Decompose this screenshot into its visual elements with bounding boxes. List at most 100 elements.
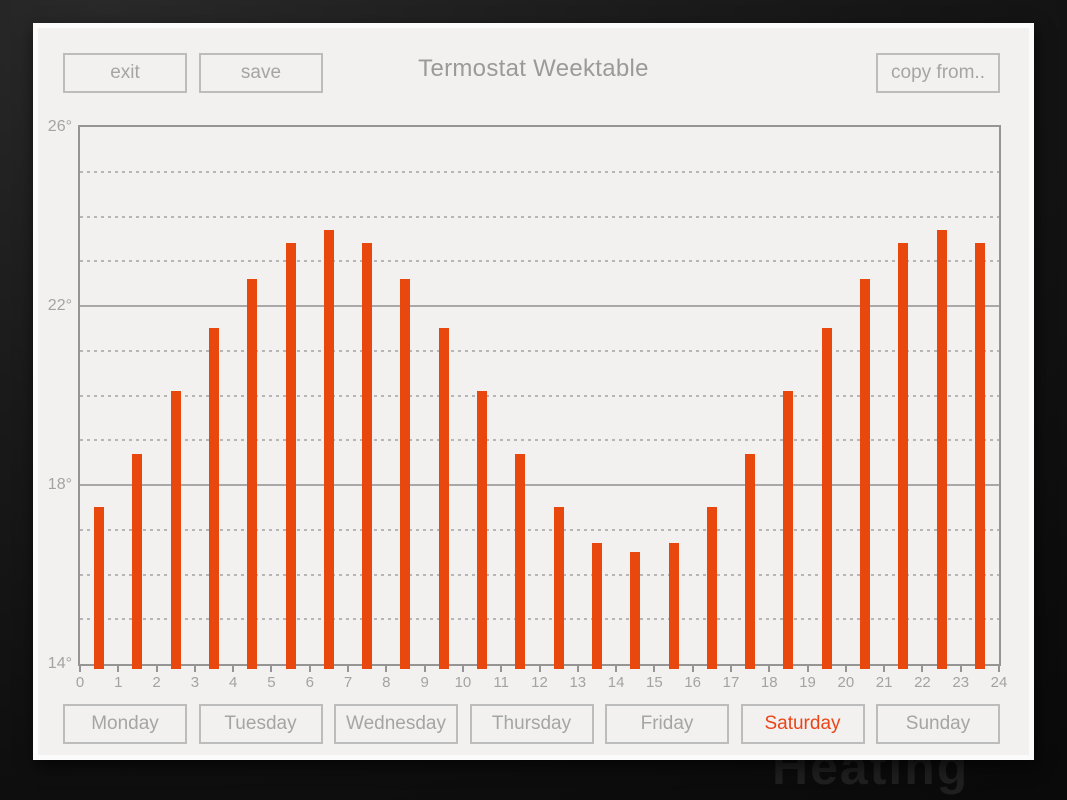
thermostat-weektable-window: exit save Termostat Weektable copy from.… bbox=[33, 23, 1034, 760]
day-tab-sunday[interactable]: Sunday bbox=[876, 704, 1000, 744]
temp-bar-hour-20[interactable] bbox=[859, 279, 870, 669]
x-axis-tick-20 bbox=[844, 666, 847, 672]
x-axis-label-22: 22 bbox=[914, 674, 931, 691]
x-axis-tick-1 bbox=[117, 666, 120, 672]
day-tabs: Monday Tuesday Wednesday Thursday Friday Satu… bbox=[63, 704, 1000, 744]
y-axis-label-22: 22° bbox=[47, 297, 72, 314]
temp-bar-hour-4[interactable] bbox=[247, 279, 258, 669]
x-axis-label-11: 11 bbox=[493, 674, 509, 691]
gridline-dashed-23 bbox=[80, 260, 999, 263]
x-axis-label-2: 2 bbox=[152, 674, 161, 691]
x-axis-tick-13 bbox=[576, 666, 579, 672]
day-tab-thursday[interactable]: Thursday bbox=[469, 704, 594, 744]
temp-bar-hour-22[interactable] bbox=[936, 229, 947, 669]
temp-bar-hour-23[interactable] bbox=[974, 243, 985, 669]
x-axis-label-19: 19 bbox=[799, 674, 816, 691]
x-axis-label-6: 6 bbox=[305, 674, 314, 691]
gridline-dashed-17 bbox=[80, 528, 999, 531]
x-axis-tick-4 bbox=[232, 666, 235, 672]
gridline-dashed-24 bbox=[80, 215, 999, 218]
gridline-dashed-25 bbox=[80, 170, 999, 173]
temp-bar-hour-18[interactable] bbox=[783, 391, 794, 669]
x-axis-label-23: 23 bbox=[952, 674, 970, 691]
x-axis-label-15: 15 bbox=[646, 674, 663, 691]
day-tab-monday[interactable]: Monday bbox=[63, 704, 187, 744]
x-axis-tick-2 bbox=[155, 666, 158, 672]
x-axis-tick-22 bbox=[921, 666, 924, 672]
x-axis-label-0: 0 bbox=[75, 674, 85, 691]
x-axis-tick-18 bbox=[768, 666, 771, 672]
y-axis-label-26: 26° bbox=[47, 118, 72, 135]
x-axis-label-18: 18 bbox=[760, 674, 778, 691]
x-axis-tick-7 bbox=[347, 666, 350, 672]
save-button[interactable]: save bbox=[199, 53, 323, 93]
x-axis-tick-0 bbox=[79, 666, 81, 672]
temp-bar-hour-0[interactable] bbox=[94, 507, 105, 669]
gridline-dashed-15 bbox=[80, 618, 999, 621]
x-axis-tick-3 bbox=[193, 666, 196, 672]
temp-bar-hour-13[interactable] bbox=[591, 543, 602, 669]
chart-plot-area bbox=[78, 125, 1001, 669]
temp-bar-hour-17[interactable] bbox=[745, 453, 756, 669]
temp-bar-hour-21[interactable] bbox=[898, 243, 909, 669]
x-axis-tick-10 bbox=[461, 666, 464, 672]
copy-from-button[interactable]: copy from.. bbox=[876, 53, 1000, 93]
temp-bar-hour-1[interactable] bbox=[132, 453, 143, 669]
day-tab-wednesday[interactable]: Wednesday bbox=[334, 704, 458, 744]
x-axis-label-3: 3 bbox=[190, 674, 200, 691]
temp-bar-hour-2[interactable] bbox=[170, 391, 181, 669]
x-axis-label-12: 12 bbox=[531, 674, 548, 691]
x-axis-tick-21 bbox=[883, 666, 886, 672]
day-tab-friday[interactable]: Friday bbox=[605, 704, 729, 744]
x-axis-label-14: 14 bbox=[607, 674, 625, 691]
x-axis-label-5: 5 bbox=[267, 674, 276, 691]
x-axis-tick-5 bbox=[270, 666, 273, 672]
x-axis-tick-8 bbox=[385, 666, 388, 672]
x-axis-tick-23 bbox=[959, 666, 962, 672]
gridline-solid-18 bbox=[80, 484, 999, 486]
day-tab-tuesday[interactable]: Tuesday bbox=[198, 704, 323, 744]
x-axis-label-8: 8 bbox=[382, 674, 391, 691]
x-axis-tick-24 bbox=[998, 666, 1000, 672]
x-axis-label-1: 1 bbox=[114, 674, 123, 691]
day-tab-saturday[interactable]: Saturday bbox=[740, 704, 865, 744]
temp-bar-hour-3[interactable] bbox=[209, 328, 220, 669]
temp-bar-hour-10[interactable] bbox=[477, 391, 488, 669]
y-axis-label-18: 18° bbox=[47, 476, 72, 493]
x-axis-tick-9 bbox=[423, 666, 426, 672]
x-axis-label-17: 17 bbox=[722, 674, 740, 691]
x-axis-tick-14 bbox=[615, 666, 618, 672]
temp-bar-hour-8[interactable] bbox=[400, 279, 411, 669]
exit-button[interactable]: exit bbox=[63, 53, 187, 93]
gridline-solid-22 bbox=[80, 305, 999, 307]
gridline-dashed-20 bbox=[80, 394, 999, 397]
x-axis-label-16: 16 bbox=[684, 674, 701, 691]
x-axis-tick-11 bbox=[500, 666, 503, 672]
gridline-dashed-16 bbox=[80, 573, 999, 576]
temp-bar-hour-11[interactable] bbox=[515, 453, 526, 669]
gridline-dashed-19 bbox=[80, 439, 999, 442]
temperature-week-chart: 26° 22° 18° 14° 0 1 2 3 4 5 6 7 8 9 10 11 12 13 14 15 16 17 18… bbox=[48, 118, 1008, 745]
x-axis-tick-12 bbox=[538, 666, 541, 672]
temp-bar-hour-12[interactable] bbox=[553, 507, 564, 669]
x-axis-label-7: 7 bbox=[343, 674, 353, 691]
y-axis-label-14: 14° bbox=[47, 655, 72, 672]
x-axis-tick-6 bbox=[308, 666, 311, 672]
temp-bar-hour-15[interactable] bbox=[668, 543, 679, 669]
x-axis-label-21: 21 bbox=[875, 674, 893, 691]
x-axis-label-24: 24 bbox=[990, 674, 1008, 691]
x-axis-label-20: 20 bbox=[837, 674, 855, 691]
x-axis-tick-19 bbox=[806, 666, 809, 672]
temp-bar-hour-16[interactable] bbox=[706, 507, 717, 669]
temp-bar-hour-9[interactable] bbox=[438, 328, 449, 669]
x-axis-tick-16 bbox=[691, 666, 694, 672]
temp-bar-hour-14[interactable] bbox=[630, 552, 641, 669]
temp-bar-hour-19[interactable] bbox=[821, 328, 832, 669]
temp-bar-hour-5[interactable] bbox=[285, 243, 296, 669]
x-axis-label-13: 13 bbox=[569, 674, 587, 691]
page-title: Termostat Weektable bbox=[418, 55, 649, 82]
x-axis-label-10: 10 bbox=[454, 674, 472, 691]
temp-bar-hour-6[interactable] bbox=[323, 229, 334, 669]
gridline-dashed-21 bbox=[80, 349, 999, 352]
temp-bar-hour-7[interactable] bbox=[362, 243, 373, 669]
